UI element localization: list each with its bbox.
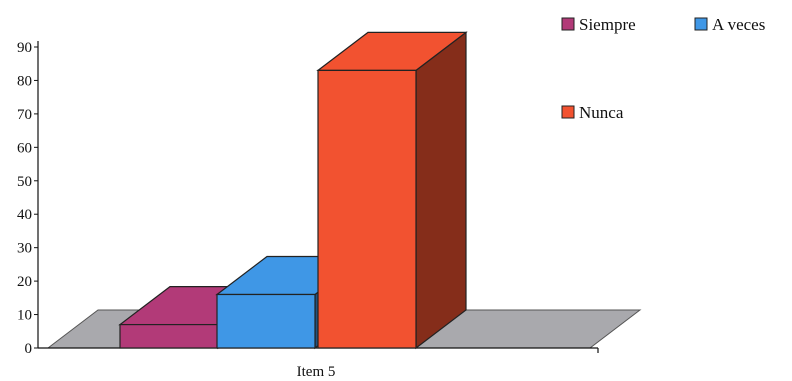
y-tick-label: 40 xyxy=(17,207,32,223)
legend: Siempre A veces Nunca xyxy=(561,15,765,122)
legend-swatch xyxy=(561,17,575,31)
bar-front xyxy=(317,69,417,349)
y-tick-label: 60 xyxy=(17,140,32,156)
legend-item: Nunca xyxy=(561,103,624,122)
legend-label: A veces xyxy=(712,15,765,34)
legend-label: Nunca xyxy=(579,103,624,122)
y-tick-label: 20 xyxy=(17,274,32,290)
x-tick-label: Item 5 xyxy=(297,364,336,380)
y-tick-label: 30 xyxy=(17,241,32,257)
legend-swatch xyxy=(694,17,708,31)
legend-item: Siempre xyxy=(561,15,636,34)
y-tick-label: 70 xyxy=(17,107,32,123)
legend-label: Siempre xyxy=(579,15,636,34)
y-tick-label: 10 xyxy=(17,308,32,324)
axes: 0 10 20 30 40 50 60 70 80 90 Item 5 xyxy=(17,40,599,380)
y-tick-label: 0 xyxy=(25,341,33,357)
bar-nunca xyxy=(316,31,468,350)
legend-swatch xyxy=(561,105,575,119)
y-tick-label: 90 xyxy=(17,40,32,56)
y-tick-label: 50 xyxy=(17,174,32,190)
bar-front xyxy=(216,293,316,349)
legend-item: A veces xyxy=(694,15,765,34)
bar-front xyxy=(119,323,219,349)
bar-side xyxy=(415,31,467,350)
bars xyxy=(118,31,468,350)
y-tick-label: 80 xyxy=(17,73,32,89)
